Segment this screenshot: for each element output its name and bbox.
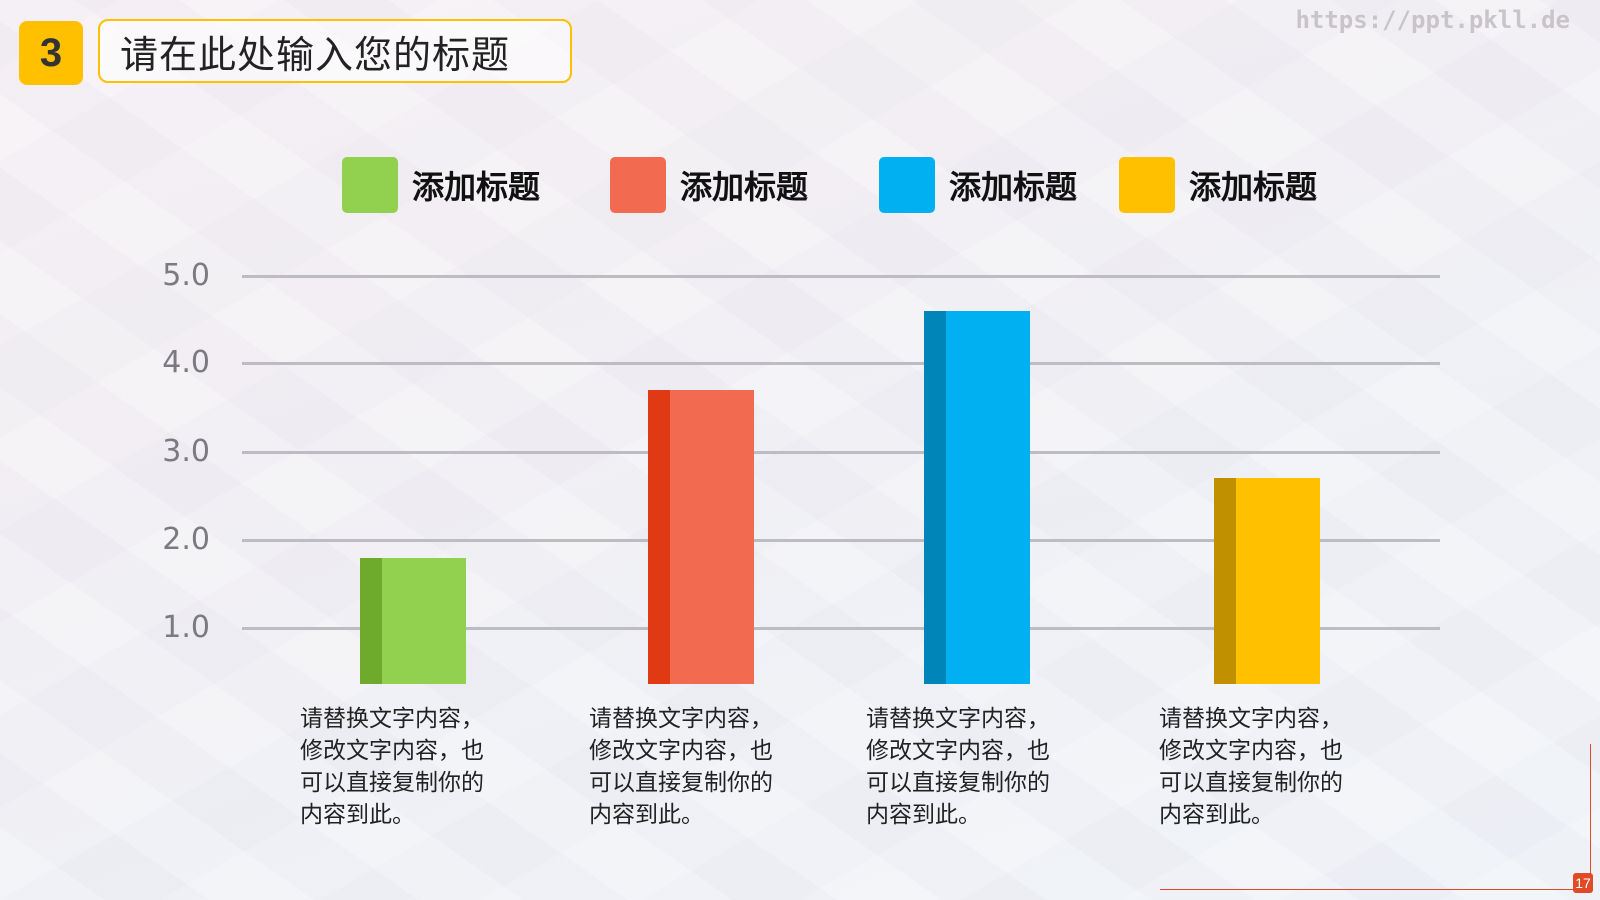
legend-item-1: 添加标题 xyxy=(342,157,540,213)
bar-side xyxy=(924,311,946,684)
bar-face xyxy=(1236,478,1320,684)
gridline xyxy=(242,362,1440,365)
description-text-4[interactable]: 请替换文字内容， 修改文字内容，也 可以直接复制你的 内容到此。 xyxy=(1159,706,1343,828)
bar-series-3[interactable] xyxy=(924,311,1030,684)
bar-side xyxy=(1214,478,1236,684)
description-text-1[interactable]: 请替换文字内容， 修改文字内容，也 可以直接复制你的 内容到此。 xyxy=(300,706,484,828)
frame-line-horizontal xyxy=(1160,889,1590,890)
legend-swatch-green xyxy=(342,157,398,213)
bar-side xyxy=(360,557,382,684)
legend-swatch-yellow xyxy=(1119,157,1175,213)
slide-title-text: 请在此处输入您的标题 xyxy=(120,32,511,77)
gridline xyxy=(242,539,1440,542)
gridline xyxy=(242,451,1440,454)
slide-title[interactable]: 请在此处输入您的标题 xyxy=(98,19,572,83)
y-tick-label: 1.0 xyxy=(162,610,210,645)
watermark: https://ppt.pkll.de xyxy=(1295,6,1570,34)
bar-series-4[interactable] xyxy=(1214,478,1320,684)
gridline xyxy=(242,627,1440,630)
legend-swatch-red xyxy=(610,157,666,213)
legend-swatch-blue xyxy=(879,157,935,213)
legend-item-2: 添加标题 xyxy=(610,157,808,213)
gridline xyxy=(242,275,1440,278)
y-tick-label: 5.0 xyxy=(162,258,210,293)
y-tick-label: 4.0 xyxy=(162,345,210,380)
frame-line-vertical xyxy=(1590,744,1591,882)
legend-label: 添加标题 xyxy=(680,168,809,206)
bar-side xyxy=(648,390,670,684)
description-text-3[interactable]: 请替换文字内容， 修改文字内容，也 可以直接复制你的 内容到此。 xyxy=(866,706,1050,828)
page-number: 17 xyxy=(1573,873,1593,893)
legend-label: 添加标题 xyxy=(1189,168,1318,206)
legend-label: 添加标题 xyxy=(412,168,541,206)
bar-face xyxy=(946,311,1030,684)
bar-series-2[interactable] xyxy=(648,390,754,684)
y-tick-label: 2.0 xyxy=(162,522,210,557)
legend-item-3: 添加标题 xyxy=(879,157,1077,213)
description-text-2[interactable]: 请替换文字内容， 修改文字内容，也 可以直接复制你的 内容到此。 xyxy=(589,706,773,828)
bar-face xyxy=(670,390,754,684)
bar-series-1[interactable] xyxy=(360,557,466,684)
bar-face xyxy=(382,557,466,684)
legend-label: 添加标题 xyxy=(949,168,1078,206)
section-number-badge: 3 xyxy=(19,21,83,85)
chart-legend: 添加标题 添加标题 添加标题 添加标题 xyxy=(0,157,1600,213)
legend-item-4: 添加标题 xyxy=(1119,157,1317,213)
y-tick-label: 3.0 xyxy=(162,434,210,469)
